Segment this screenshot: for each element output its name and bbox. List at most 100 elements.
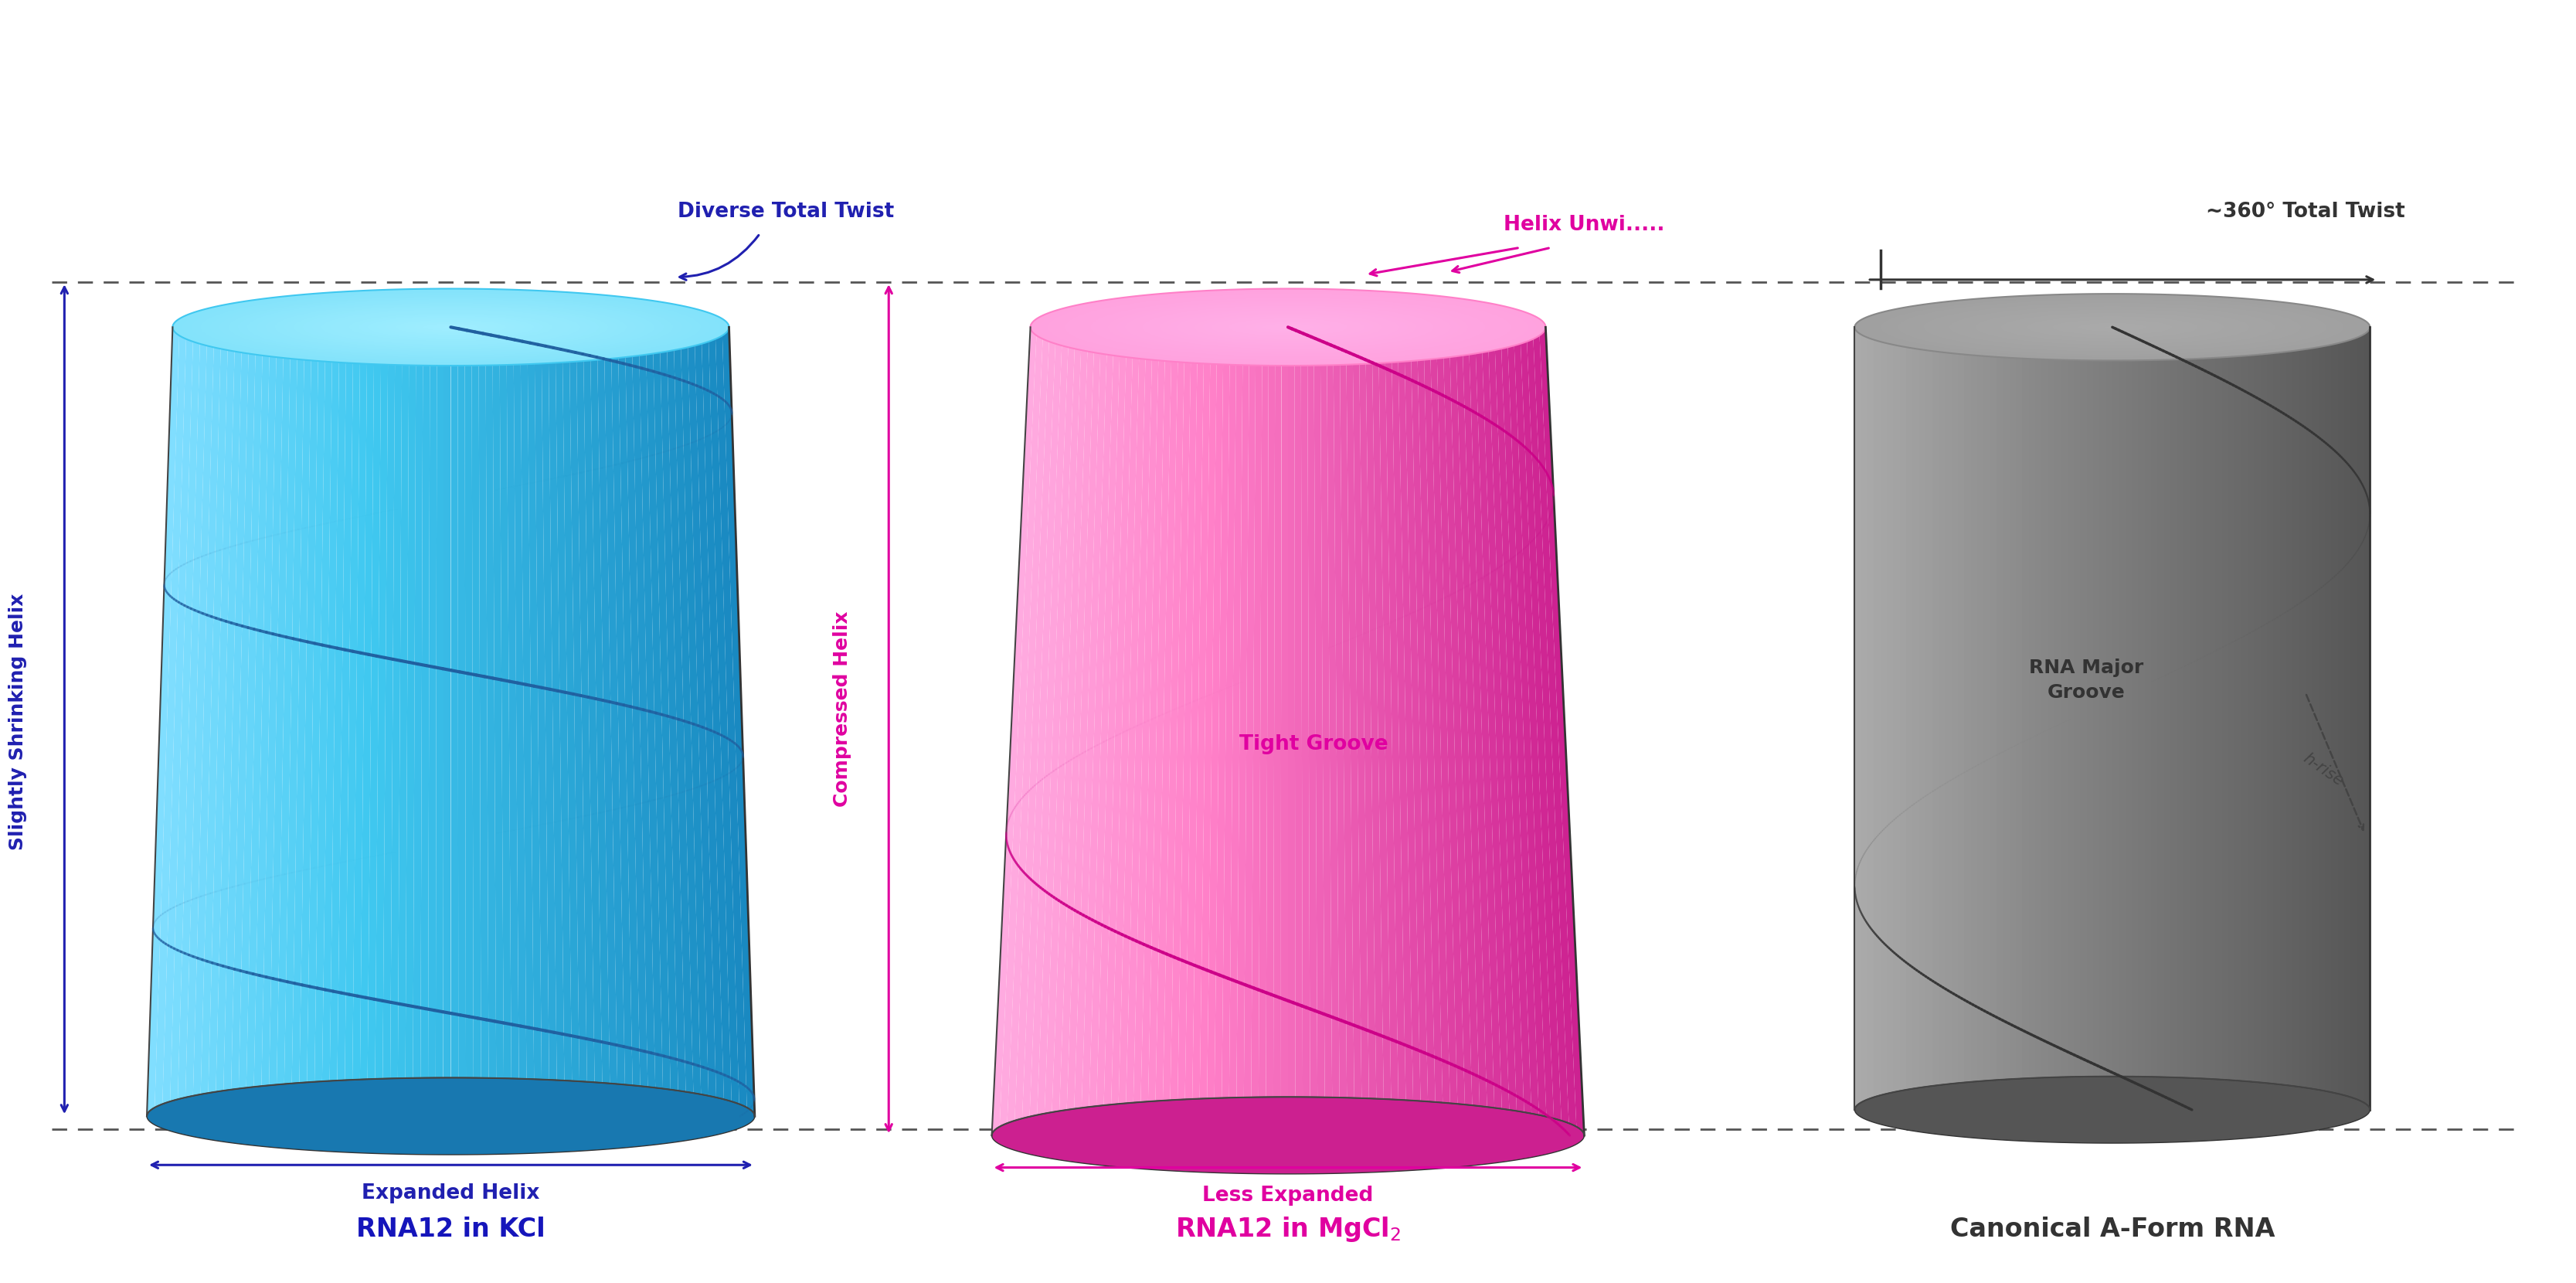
Polygon shape (1133, 327, 1159, 1135)
Polygon shape (2117, 327, 2125, 1110)
Polygon shape (1133, 304, 1443, 350)
Polygon shape (1540, 327, 1584, 1135)
Polygon shape (2009, 327, 2017, 1110)
Polygon shape (245, 327, 270, 1116)
Polygon shape (2365, 327, 2370, 1110)
Polygon shape (368, 316, 533, 339)
Polygon shape (1206, 327, 1224, 1135)
Polygon shape (1236, 327, 1249, 1135)
Polygon shape (1950, 307, 2275, 348)
Text: RNA Major
Groove: RNA Major Groove (2030, 658, 2143, 702)
Polygon shape (1893, 327, 1901, 1110)
Polygon shape (1386, 327, 1406, 1135)
Polygon shape (2246, 327, 2254, 1110)
Polygon shape (667, 327, 693, 1116)
Polygon shape (428, 327, 438, 1116)
Polygon shape (209, 294, 693, 361)
Polygon shape (484, 327, 497, 1116)
Polygon shape (1218, 317, 1358, 337)
Polygon shape (2267, 327, 2272, 1110)
Polygon shape (358, 314, 544, 340)
Polygon shape (2202, 327, 2210, 1110)
Polygon shape (1520, 327, 1561, 1135)
Polygon shape (1525, 327, 1569, 1135)
Polygon shape (1396, 327, 1422, 1135)
Polygon shape (1868, 327, 1873, 1110)
Polygon shape (1886, 327, 1893, 1110)
Polygon shape (1965, 308, 2259, 346)
Polygon shape (1473, 327, 1510, 1135)
Polygon shape (1880, 327, 1886, 1110)
Polygon shape (2002, 313, 2223, 341)
Polygon shape (1100, 299, 1476, 355)
Polygon shape (2094, 325, 2130, 330)
Polygon shape (1924, 327, 1932, 1110)
Polygon shape (404, 327, 417, 1116)
Polygon shape (2074, 327, 2081, 1110)
Polygon shape (1293, 327, 1303, 1135)
Polygon shape (1481, 327, 1517, 1135)
Polygon shape (1932, 327, 1937, 1110)
Polygon shape (265, 302, 636, 353)
Polygon shape (283, 327, 304, 1116)
Polygon shape (219, 295, 683, 359)
Polygon shape (464, 327, 474, 1116)
Polygon shape (1412, 327, 1437, 1135)
Polygon shape (1126, 327, 1154, 1135)
Polygon shape (1090, 298, 1486, 357)
Polygon shape (299, 327, 319, 1116)
Polygon shape (268, 327, 291, 1116)
Polygon shape (1095, 327, 1128, 1135)
Polygon shape (2280, 327, 2287, 1110)
Polygon shape (1321, 327, 1332, 1135)
Polygon shape (2107, 327, 2112, 1110)
Polygon shape (1255, 322, 1321, 332)
Polygon shape (330, 327, 345, 1116)
Text: Tight Groove: Tight Groove (1239, 734, 1388, 754)
Polygon shape (376, 327, 389, 1116)
Polygon shape (562, 327, 580, 1116)
Polygon shape (611, 327, 634, 1116)
Polygon shape (1257, 327, 1267, 1135)
Polygon shape (1048, 291, 1528, 363)
Polygon shape (556, 327, 572, 1116)
Polygon shape (1252, 327, 1262, 1135)
Polygon shape (672, 327, 701, 1116)
Polygon shape (1437, 327, 1466, 1135)
Polygon shape (330, 310, 572, 344)
Polygon shape (1154, 327, 1180, 1135)
Polygon shape (2215, 327, 2221, 1110)
Polygon shape (1203, 314, 1373, 340)
Polygon shape (1899, 299, 2326, 355)
Polygon shape (1888, 298, 2336, 357)
Polygon shape (353, 327, 368, 1116)
Polygon shape (1855, 327, 1860, 1110)
Polygon shape (1265, 327, 1275, 1135)
Polygon shape (361, 327, 374, 1116)
Polygon shape (1141, 327, 1164, 1135)
Polygon shape (404, 321, 497, 334)
Polygon shape (479, 327, 489, 1116)
Polygon shape (2043, 318, 2182, 336)
Polygon shape (693, 327, 724, 1116)
Polygon shape (1177, 327, 1198, 1135)
Polygon shape (247, 299, 654, 355)
Polygon shape (1404, 327, 1430, 1135)
Polygon shape (433, 325, 469, 330)
Polygon shape (2241, 327, 2246, 1110)
Polygon shape (1448, 327, 1481, 1135)
Polygon shape (1976, 309, 2249, 345)
Polygon shape (2339, 327, 2344, 1110)
Polygon shape (2105, 326, 2120, 328)
Polygon shape (2156, 327, 2164, 1110)
Polygon shape (2164, 327, 2169, 1110)
Polygon shape (999, 327, 1043, 1135)
Polygon shape (2030, 327, 2035, 1110)
Polygon shape (2035, 327, 2040, 1110)
Polygon shape (237, 327, 263, 1116)
Polygon shape (1082, 327, 1113, 1135)
Polygon shape (1177, 310, 1399, 344)
Polygon shape (1430, 327, 1458, 1135)
Polygon shape (2195, 327, 2202, 1110)
Polygon shape (185, 327, 214, 1116)
